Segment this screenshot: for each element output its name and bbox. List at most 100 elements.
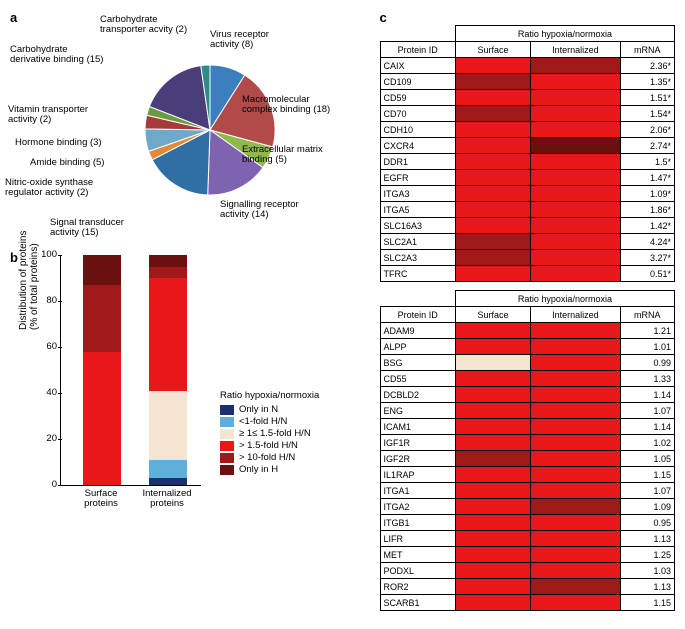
panel-b-legend: Ratio hypoxia/normoxia Only in N<1-fold … bbox=[220, 390, 319, 476]
legend-title: Ratio hypoxia/normoxia bbox=[220, 390, 319, 401]
xtick-label: Surfaceproteins bbox=[70, 489, 132, 510]
mrna-cell: 1.14 bbox=[620, 419, 675, 435]
protein-id: EGFR bbox=[380, 170, 455, 186]
internalized-cell bbox=[531, 138, 620, 154]
table-row: ENG1.07 bbox=[380, 403, 674, 419]
protein-id: ITGA1 bbox=[380, 483, 455, 499]
mrna-cell: 1.42* bbox=[620, 218, 675, 234]
table-row: ICAM11.14 bbox=[380, 419, 674, 435]
internalized-cell bbox=[531, 74, 620, 90]
mrna-cell: 2.06* bbox=[620, 122, 675, 138]
mrna-cell: 4.24* bbox=[620, 234, 675, 250]
mrna-cell: 1.14 bbox=[620, 387, 675, 403]
internalized-cell bbox=[531, 154, 620, 170]
legend-label: Only in H bbox=[239, 464, 278, 475]
pie-label: Vitamin transporteractivity (2) bbox=[8, 105, 88, 126]
table-row: EGFR 1.47* bbox=[380, 170, 674, 186]
protein-id: ENG bbox=[380, 403, 455, 419]
mrna-cell: 2.36* bbox=[620, 58, 675, 74]
internalized-cell bbox=[531, 451, 620, 467]
legend-item: Only in N bbox=[220, 404, 319, 415]
internalized-cell bbox=[531, 234, 620, 250]
bar-segment bbox=[149, 278, 187, 391]
surface-cell bbox=[455, 451, 530, 467]
protein-id: ADAM9 bbox=[380, 323, 455, 339]
legend-swatch bbox=[220, 441, 234, 451]
legend-swatch bbox=[220, 417, 234, 427]
table-row: ALPP1.01 bbox=[380, 339, 674, 355]
mrna-cell: 1.13 bbox=[620, 531, 675, 547]
protein-id: BSG bbox=[380, 355, 455, 371]
protein-id: ITGA3 bbox=[380, 186, 455, 202]
protein-id: CDH10 bbox=[380, 122, 455, 138]
surface-cell bbox=[455, 403, 530, 419]
legend-swatch bbox=[220, 405, 234, 415]
surface-cell bbox=[455, 250, 530, 266]
table-row: TFRC0.51* bbox=[380, 266, 674, 282]
internalized-cell bbox=[531, 266, 620, 282]
bar-segment bbox=[149, 460, 187, 478]
internalized-cell bbox=[531, 355, 620, 371]
mrna-cell: 1.5* bbox=[620, 154, 675, 170]
pie-svg bbox=[140, 60, 280, 200]
table-header-span: Ratio hypoxia/normoxia bbox=[455, 26, 674, 42]
column-header: Protein ID bbox=[380, 307, 455, 323]
protein-id: ITGA5 bbox=[380, 202, 455, 218]
table-row: IL1RAP1.15 bbox=[380, 467, 674, 483]
column-header: Internalized bbox=[531, 42, 620, 58]
legend-label: > 10-fold H/N bbox=[239, 452, 295, 463]
mrna-cell: 1.05 bbox=[620, 451, 675, 467]
protein-id: PODXL bbox=[380, 563, 455, 579]
mrna-cell: 1.47* bbox=[620, 170, 675, 186]
surface-cell bbox=[455, 563, 530, 579]
protein-id: ITGB1 bbox=[380, 515, 455, 531]
table-row: ADAM9 1.21 bbox=[380, 323, 674, 339]
surface-cell bbox=[455, 355, 530, 371]
table-row: ITGA11.07 bbox=[380, 483, 674, 499]
table-row: MET1.25 bbox=[380, 547, 674, 563]
table-row: CD591.51* bbox=[380, 90, 674, 106]
legend-item: <1-fold H/N bbox=[220, 416, 319, 427]
internalized-cell bbox=[531, 106, 620, 122]
mrna-cell: 1.15 bbox=[620, 595, 675, 611]
legend-item: ≥ 1≤ 1.5-fold H/N bbox=[220, 428, 319, 439]
column-header: Surface bbox=[455, 307, 530, 323]
protein-id: ITGA2 bbox=[380, 499, 455, 515]
surface-cell bbox=[455, 58, 530, 74]
stacked-bar bbox=[149, 255, 187, 485]
legend-item: > 1.5-fold H/N bbox=[220, 440, 319, 451]
bar-segment bbox=[149, 255, 187, 267]
legend-swatch bbox=[220, 465, 234, 475]
ytick: 80 bbox=[39, 295, 57, 306]
pie-label: Carbohydratederivative binding (15) bbox=[10, 45, 103, 66]
panel-a-label: a bbox=[10, 10, 17, 25]
surface-cell bbox=[455, 499, 530, 515]
surface-cell bbox=[455, 90, 530, 106]
table-row: ROR21.13 bbox=[380, 579, 674, 595]
mrna-cell: 0.51* bbox=[620, 266, 675, 282]
internalized-cell bbox=[531, 419, 620, 435]
surface-cell bbox=[455, 266, 530, 282]
panel-b: b Distribution of proteins(% of total pr… bbox=[10, 250, 370, 550]
legend-item: Only in H bbox=[220, 464, 319, 475]
table-row: CD1091.35* bbox=[380, 74, 674, 90]
bar-segment bbox=[149, 267, 187, 279]
mrna-cell: 1.01 bbox=[620, 339, 675, 355]
mrna-cell: 1.21 bbox=[620, 323, 675, 339]
surface-cell bbox=[455, 154, 530, 170]
internalized-cell bbox=[531, 595, 620, 611]
ytick: 40 bbox=[39, 387, 57, 398]
internalized-cell bbox=[531, 218, 620, 234]
legend-label: ≥ 1≤ 1.5-fold H/N bbox=[239, 428, 311, 439]
internalized-cell bbox=[531, 58, 620, 74]
surface-cell bbox=[455, 467, 530, 483]
table-row: DDR11.5* bbox=[380, 154, 674, 170]
internalized-cell bbox=[531, 186, 620, 202]
internalized-cell bbox=[531, 339, 620, 355]
table-row: PODXL1.03 bbox=[380, 563, 674, 579]
table-header-span: Ratio hypoxia/normoxia bbox=[455, 291, 674, 307]
surface-cell bbox=[455, 483, 530, 499]
internalized-cell bbox=[531, 250, 620, 266]
legend-item: > 10-fold H/N bbox=[220, 452, 319, 463]
pie-label: Nitric-oxide synthaseregulator activity … bbox=[5, 178, 93, 199]
